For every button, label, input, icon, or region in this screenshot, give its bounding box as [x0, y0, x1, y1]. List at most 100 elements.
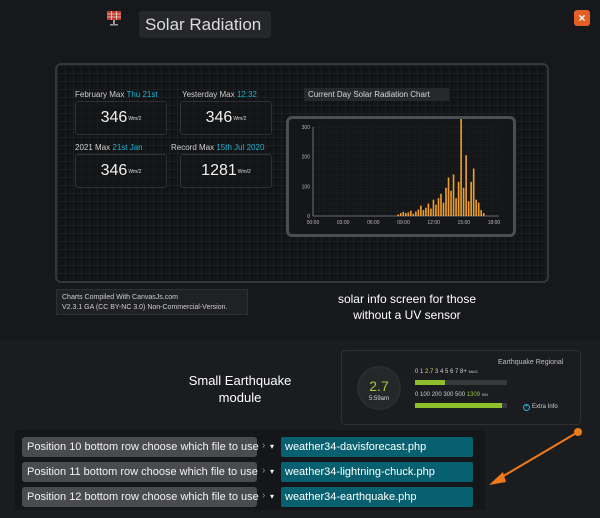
chart-credits: Charts Compiled With CanvasJs.com V2.3.1…: [56, 289, 248, 315]
position-12-dropdown[interactable]: › ▾: [259, 487, 279, 507]
feb-max-label: February Max Thu 21st: [75, 90, 158, 99]
data-bar: [445, 187, 447, 216]
record-max-unit: Wm/2: [237, 169, 251, 175]
mag-scale-post: 3 4 5 6 7 8+: [433, 369, 467, 375]
data-bar: [435, 204, 437, 216]
earthquake-title: Earthquake Regional: [498, 359, 564, 366]
x-tick-label: 18:00: [488, 220, 501, 226]
x-tick-label: 09:00: [397, 220, 410, 226]
close-button[interactable]: ×: [574, 10, 590, 26]
mag-unit: MAG: [468, 369, 478, 374]
data-bar: [397, 214, 400, 216]
chart-title: Current Day Solar Radiation Chart: [304, 88, 449, 101]
x-tick-label: 06:00: [367, 220, 380, 226]
data-bar: [447, 177, 450, 216]
data-bar: [455, 198, 457, 216]
mag-scale-current: 2.7: [425, 369, 434, 375]
position-11-label: Position 11 bottom row choose which file…: [22, 462, 258, 482]
title-container: Solar Radiation: [139, 11, 271, 38]
magnitude-bar: [415, 380, 507, 385]
yest-max-time: 12:32: [236, 90, 257, 99]
position-11-file-field[interactable]: weather34-lightning-chuck.php: [281, 462, 473, 482]
y-tick-label: 200: [302, 155, 311, 161]
feb-max-date: Thu 21st: [126, 90, 158, 99]
solar-chart: 0 100 200 300 00:00 03:00 06:00 09:00 12:00 15:00…: [286, 116, 516, 237]
data-bar: [425, 207, 427, 216]
position-10-file-field[interactable]: weather34-davisforecast.php: [281, 437, 473, 457]
feb-max-unit: Wm/2: [128, 116, 142, 122]
magnitude-scale: 0 1 2.7 3 4 5 6 7 8+ MAG: [415, 369, 478, 375]
record-max-value: 1281: [201, 162, 237, 179]
extra-info-link[interactable]: + Extra Info: [523, 404, 558, 411]
data-bar: [450, 190, 452, 216]
data-bar: [399, 213, 402, 216]
solar-chart-svg: 0 100 200 300 00:00 03:00 06:00 09:00 12:00 15:00…: [302, 119, 501, 226]
record-max-value-wrap: 1281Wm/2: [181, 162, 271, 180]
credits-line-1: Charts Compiled With CanvasJs.com: [62, 294, 178, 301]
chevron-right-icon: ›: [262, 465, 266, 476]
data-bar: [420, 205, 422, 216]
data-bar: [465, 155, 467, 216]
data-bar: [432, 199, 435, 216]
yest-max-value: 346: [205, 109, 233, 126]
data-bar: [460, 119, 462, 216]
position-12-file-field[interactable]: weather34-earthquake.php: [281, 487, 473, 507]
data-bar: [462, 187, 465, 216]
year-max-value-wrap: 346Wm/2: [76, 162, 166, 180]
data-bar: [472, 168, 475, 216]
data-bar: [467, 201, 470, 216]
data-bar: [405, 213, 407, 216]
position-12-label: Position 12 bottom row choose which file…: [22, 487, 259, 507]
position-10-dropdown[interactable]: › ▾: [259, 437, 279, 457]
year-max-value: 346: [100, 162, 128, 179]
earthquake-time: 5:59am: [368, 396, 389, 402]
page-title: Solar Radiation: [145, 15, 262, 34]
data-bar: [442, 202, 445, 216]
arrow-head: [489, 472, 506, 485]
data-bar: [427, 203, 430, 216]
earthquake-module: Earthquake Regional 2.7 5:59am 0 1 2.7 3…: [341, 350, 581, 425]
yest-max-label: Yesterday Max 12:32: [182, 90, 257, 99]
data-bar: [415, 211, 417, 216]
yest-max-box: 346Wm/2: [180, 101, 272, 135]
km-scale-current: 1309: [466, 392, 481, 398]
chevron-down-icon: ▾: [270, 467, 275, 476]
record-max-text: Record Max: [171, 143, 215, 152]
km-scale-pre: 0 100 200 300 500: [415, 392, 467, 398]
data-bar: [417, 209, 420, 216]
data-bar: [470, 181, 472, 216]
record-max-label: Record Max 15th Jul 2020: [171, 143, 264, 152]
data-bar: [480, 210, 483, 216]
feb-max-box: 346Wm/2: [75, 101, 167, 135]
record-max-box: 1281Wm/2: [180, 154, 272, 188]
data-bar: [477, 202, 480, 216]
feb-max-value: 346: [100, 109, 128, 126]
x-tick-label: 12:00: [427, 220, 440, 226]
data-bar: [482, 213, 485, 216]
year-max-text: 2021 Max: [75, 143, 111, 152]
feb-max-text: February Max: [75, 90, 125, 99]
earthquake-circle: 2.7 5:59am: [357, 366, 401, 410]
x-tick-label: 03:00: [337, 220, 350, 226]
earthquake-magnitude: 2.7: [369, 378, 389, 394]
km-unit: KM: [481, 392, 488, 397]
data-bar: [457, 181, 460, 216]
earthquake-note: Small Earthquake module: [188, 373, 292, 405]
year-max-unit: Wm/2: [128, 169, 142, 175]
chevron-right-icon: ›: [262, 490, 266, 501]
data-bar: [412, 213, 415, 216]
yest-max-text: Yesterday Max: [182, 90, 235, 99]
position-11-dropdown[interactable]: › ▾: [259, 462, 279, 482]
data-bar: [410, 210, 412, 216]
distance-scale: 0 100 200 300 500 1309 KM: [415, 392, 488, 398]
yest-max-unit: Wm/2: [233, 116, 247, 122]
year-max-box: 346Wm/2: [75, 154, 167, 188]
chevron-down-icon: ▾: [270, 442, 275, 451]
arrow-line: [499, 431, 579, 479]
solar-panel-icon: [104, 10, 124, 26]
data-bar: [437, 198, 440, 216]
solar-note: solar info screen for those without a UV…: [337, 292, 477, 322]
year-max-label: 2021 Max 21st Jan: [75, 143, 143, 152]
y-tick-label: 100: [302, 184, 311, 190]
